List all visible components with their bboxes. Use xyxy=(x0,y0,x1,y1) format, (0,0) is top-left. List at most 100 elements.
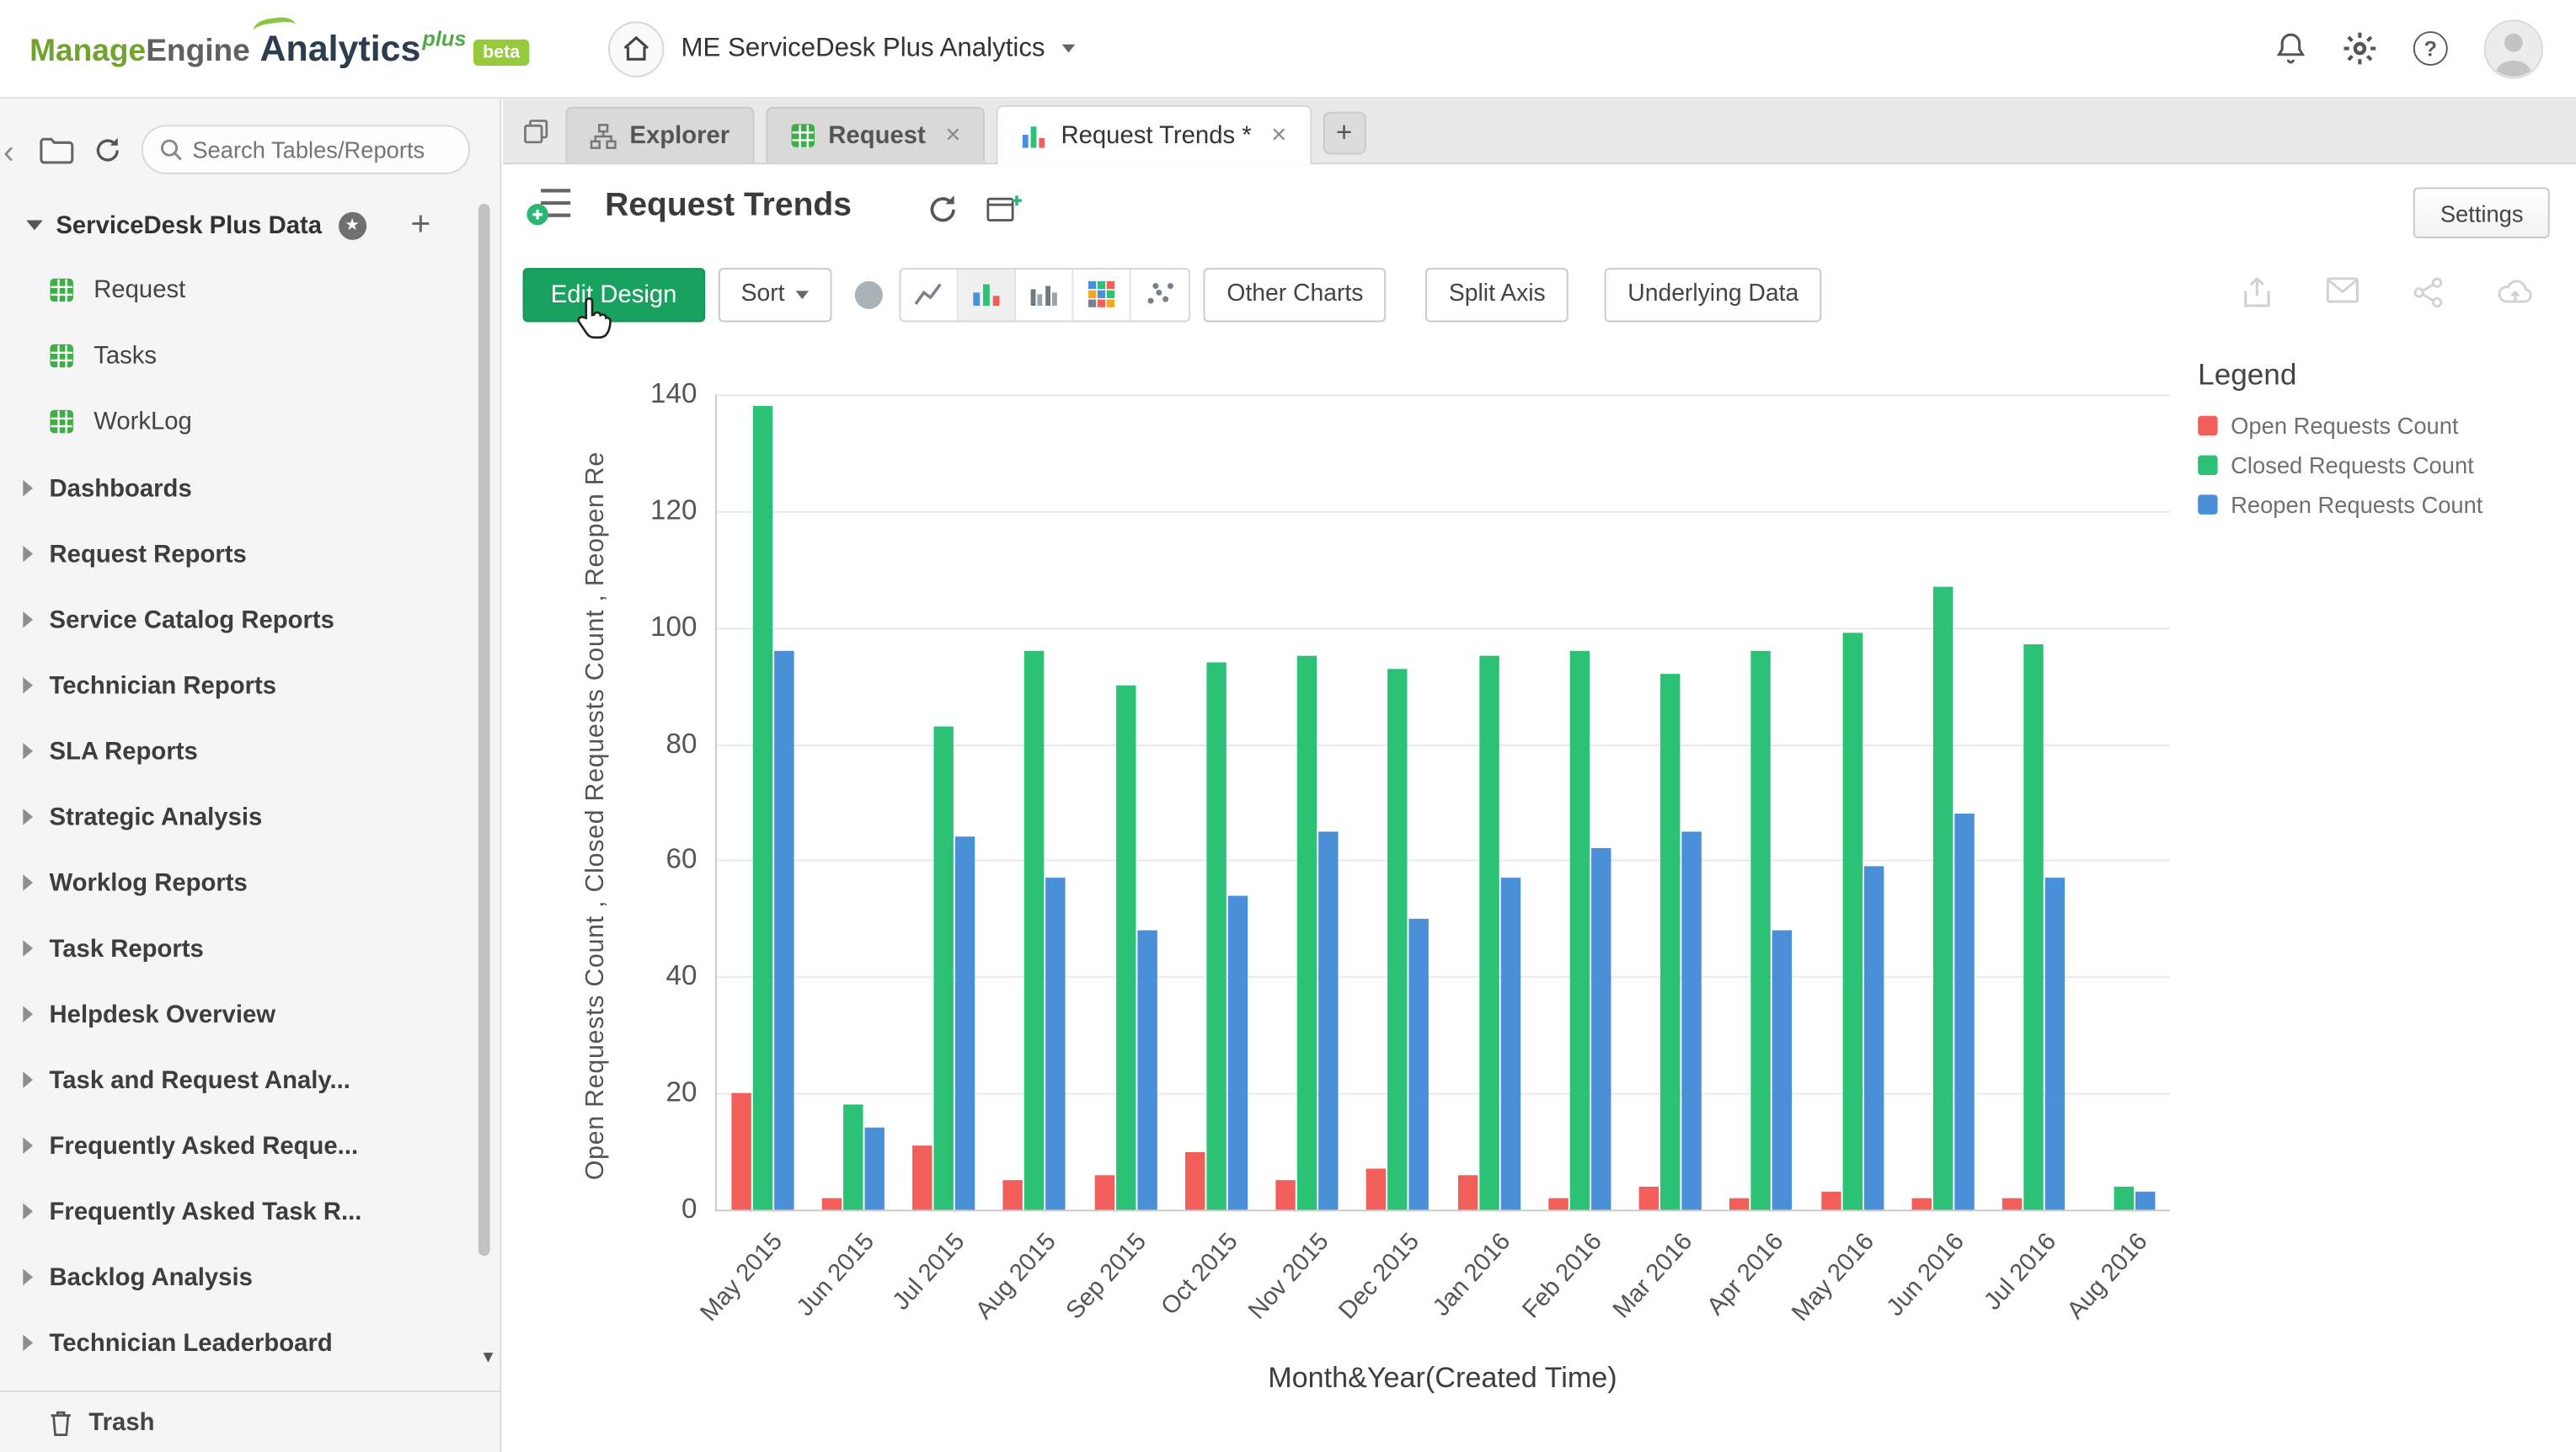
folder-icon[interactable] xyxy=(40,136,74,163)
close-icon[interactable]: × xyxy=(1271,120,1287,149)
bar-open-requests-count[interactable] xyxy=(1093,1174,1114,1210)
expand-arrow-icon[interactable] xyxy=(23,743,34,760)
expand-arrow-icon[interactable] xyxy=(23,611,34,628)
bar-closed-requests-count[interactable] xyxy=(1569,650,1590,1210)
tab-request-trends[interactable]: Request Trends * × xyxy=(997,104,1312,165)
bar-open-requests-count[interactable] xyxy=(1184,1151,1205,1210)
export-view-icon[interactable] xyxy=(986,194,1023,233)
sidebar-folder-request-reports[interactable]: Request Reports xyxy=(0,521,500,587)
bar-reopen-requests-count[interactable] xyxy=(1772,930,1793,1210)
bar-open-requests-count[interactable] xyxy=(1366,1168,1387,1210)
sidebar-table-tasks[interactable]: Tasks xyxy=(0,322,500,387)
grouped-bar-chart-icon[interactable] xyxy=(1017,269,1074,320)
expand-arrow-icon[interactable] xyxy=(23,1268,34,1286)
bar-closed-requests-count[interactable] xyxy=(2114,1186,2135,1210)
bar-open-requests-count[interactable] xyxy=(1003,1180,1023,1210)
bar-closed-requests-count[interactable] xyxy=(1296,656,1317,1210)
heatmap-chart-icon[interactable] xyxy=(1074,269,1132,320)
refresh-icon[interactable] xyxy=(94,136,121,163)
bar-open-requests-count[interactable] xyxy=(1548,1198,1569,1210)
bar-chart-icon[interactable] xyxy=(959,269,1017,320)
bar-open-requests-count[interactable] xyxy=(1638,1186,1659,1210)
sidebar-folder-service-catalog-reports[interactable]: Service Catalog Reports xyxy=(0,587,500,653)
bar-open-requests-count[interactable] xyxy=(1457,1174,1478,1210)
email-icon[interactable] xyxy=(2326,276,2359,309)
bar-reopen-requests-count[interactable] xyxy=(1045,878,1066,1210)
expand-arrow-icon[interactable] xyxy=(23,479,34,497)
bar-open-requests-count[interactable] xyxy=(821,1198,842,1210)
bar-open-requests-count[interactable] xyxy=(1275,1180,1296,1210)
bar-closed-requests-count[interactable] xyxy=(1478,656,1499,1210)
tab-request[interactable]: Request × xyxy=(766,106,986,163)
bar-reopen-requests-count[interactable] xyxy=(1681,830,1702,1210)
bar-reopen-requests-count[interactable] xyxy=(773,650,794,1210)
new-tab-button[interactable]: + xyxy=(1323,111,1365,155)
expand-arrow-icon[interactable] xyxy=(23,677,34,694)
bar-reopen-requests-count[interactable] xyxy=(864,1128,884,1210)
bar-reopen-requests-count[interactable] xyxy=(2044,878,2066,1210)
expand-arrow-icon[interactable] xyxy=(23,1006,34,1022)
bar-reopen-requests-count[interactable] xyxy=(1227,894,1248,1210)
bar-closed-requests-count[interactable] xyxy=(1841,633,1863,1210)
bar-reopen-requests-count[interactable] xyxy=(2135,1192,2156,1210)
scrollbar-thumb[interactable] xyxy=(478,203,490,1256)
sidebar-folder-frequently-asked-task-r[interactable]: Frequently Asked Task R... xyxy=(0,1178,500,1244)
settings-button[interactable]: Settings xyxy=(2413,187,2550,238)
sidebar-folder-sla-reports[interactable]: SLA Reports xyxy=(0,718,500,784)
bar-reopen-requests-count[interactable] xyxy=(1954,814,1975,1210)
bar-open-requests-count[interactable] xyxy=(1911,1198,1932,1210)
sidebar-folder-task-reports[interactable]: Task Reports xyxy=(0,916,500,981)
help-icon[interactable]: ? xyxy=(2413,31,2448,67)
sidebar-folder-technician-leaderboard[interactable]: Technician Leaderboard xyxy=(0,1310,500,1375)
legend-entry-closed-requests-count[interactable]: Closed Requests Count xyxy=(2198,452,2568,478)
bar-closed-requests-count[interactable] xyxy=(1932,586,1953,1210)
edit-design-button[interactable]: Edit Design xyxy=(522,267,705,322)
publish-cloud-icon[interactable] xyxy=(2497,276,2533,309)
collapse-arrow-icon[interactable] xyxy=(26,220,43,231)
notifications-icon[interactable] xyxy=(2275,31,2306,66)
bar-reopen-requests-count[interactable] xyxy=(1318,830,1339,1210)
bar-closed-requests-count[interactable] xyxy=(2023,644,2044,1210)
underlying-data-button[interactable]: Underlying Data xyxy=(1604,267,1822,322)
bar-closed-requests-count[interactable] xyxy=(1751,650,1772,1210)
bar-closed-requests-count[interactable] xyxy=(1660,674,1681,1210)
bar-reopen-requests-count[interactable] xyxy=(1863,866,1884,1210)
sidebar-folder-frequently-asked-reque[interactable]: Frequently Asked Reque... xyxy=(0,1113,500,1178)
legend-entry-open-requests-count[interactable]: Open Requests Count xyxy=(2198,413,2568,439)
share-icon[interactable] xyxy=(2412,276,2445,309)
expand-arrow-icon[interactable] xyxy=(23,940,34,957)
bar-open-requests-count[interactable] xyxy=(2002,1198,2023,1210)
bar-closed-requests-count[interactable] xyxy=(1115,686,1136,1210)
tab-explorer[interactable]: Explorer xyxy=(565,106,755,163)
sidebar-item-trash[interactable]: Trash xyxy=(0,1390,500,1452)
expand-arrow-icon[interactable] xyxy=(23,1334,34,1352)
expand-arrow-icon[interactable] xyxy=(23,809,34,825)
add-table-icon[interactable]: + xyxy=(410,205,431,243)
search-input[interactable] xyxy=(192,136,456,163)
restore-panel-icon[interactable] xyxy=(523,119,549,153)
avatar[interactable] xyxy=(2483,19,2543,78)
sidebar-folder-dashboards[interactable]: Dashboards xyxy=(0,456,500,521)
sidebar-root-node[interactable]: ServiceDesk Plus Data ★ + xyxy=(0,200,500,250)
expand-arrow-icon[interactable] xyxy=(23,1071,34,1088)
close-icon[interactable]: × xyxy=(945,120,961,149)
sidebar-folder-helpdesk-overview[interactable]: Helpdesk Overview xyxy=(0,981,500,1047)
settings-gear-icon[interactable] xyxy=(2343,31,2377,66)
split-axis-button[interactable]: Split Axis xyxy=(1425,267,1569,322)
other-charts-button[interactable]: Other Charts xyxy=(1204,267,1387,322)
bar-reopen-requests-count[interactable] xyxy=(1409,918,1430,1210)
expand-arrow-icon[interactable] xyxy=(23,1137,34,1154)
sidebar-scrollbar[interactable] xyxy=(478,194,490,1344)
bar-open-requests-count[interactable] xyxy=(912,1145,933,1210)
bar-open-requests-count[interactable] xyxy=(730,1093,751,1210)
refresh-report-icon[interactable] xyxy=(927,194,959,233)
expand-arrow-icon[interactable] xyxy=(23,874,34,891)
export-icon[interactable] xyxy=(2241,276,2274,309)
bar-closed-requests-count[interactable] xyxy=(842,1104,863,1210)
scatter-chart-icon[interactable] xyxy=(1131,269,1189,319)
bar-closed-requests-count[interactable] xyxy=(1206,662,1227,1210)
sidebar-folder-strategic-analysis[interactable]: Strategic Analysis xyxy=(0,784,500,850)
sidebar-folder-task-and-request-analy[interactable]: Task and Request Analy... xyxy=(0,1047,500,1113)
bar-closed-requests-count[interactable] xyxy=(1387,668,1408,1210)
scroll-down-icon[interactable]: ▾ xyxy=(483,1344,494,1368)
